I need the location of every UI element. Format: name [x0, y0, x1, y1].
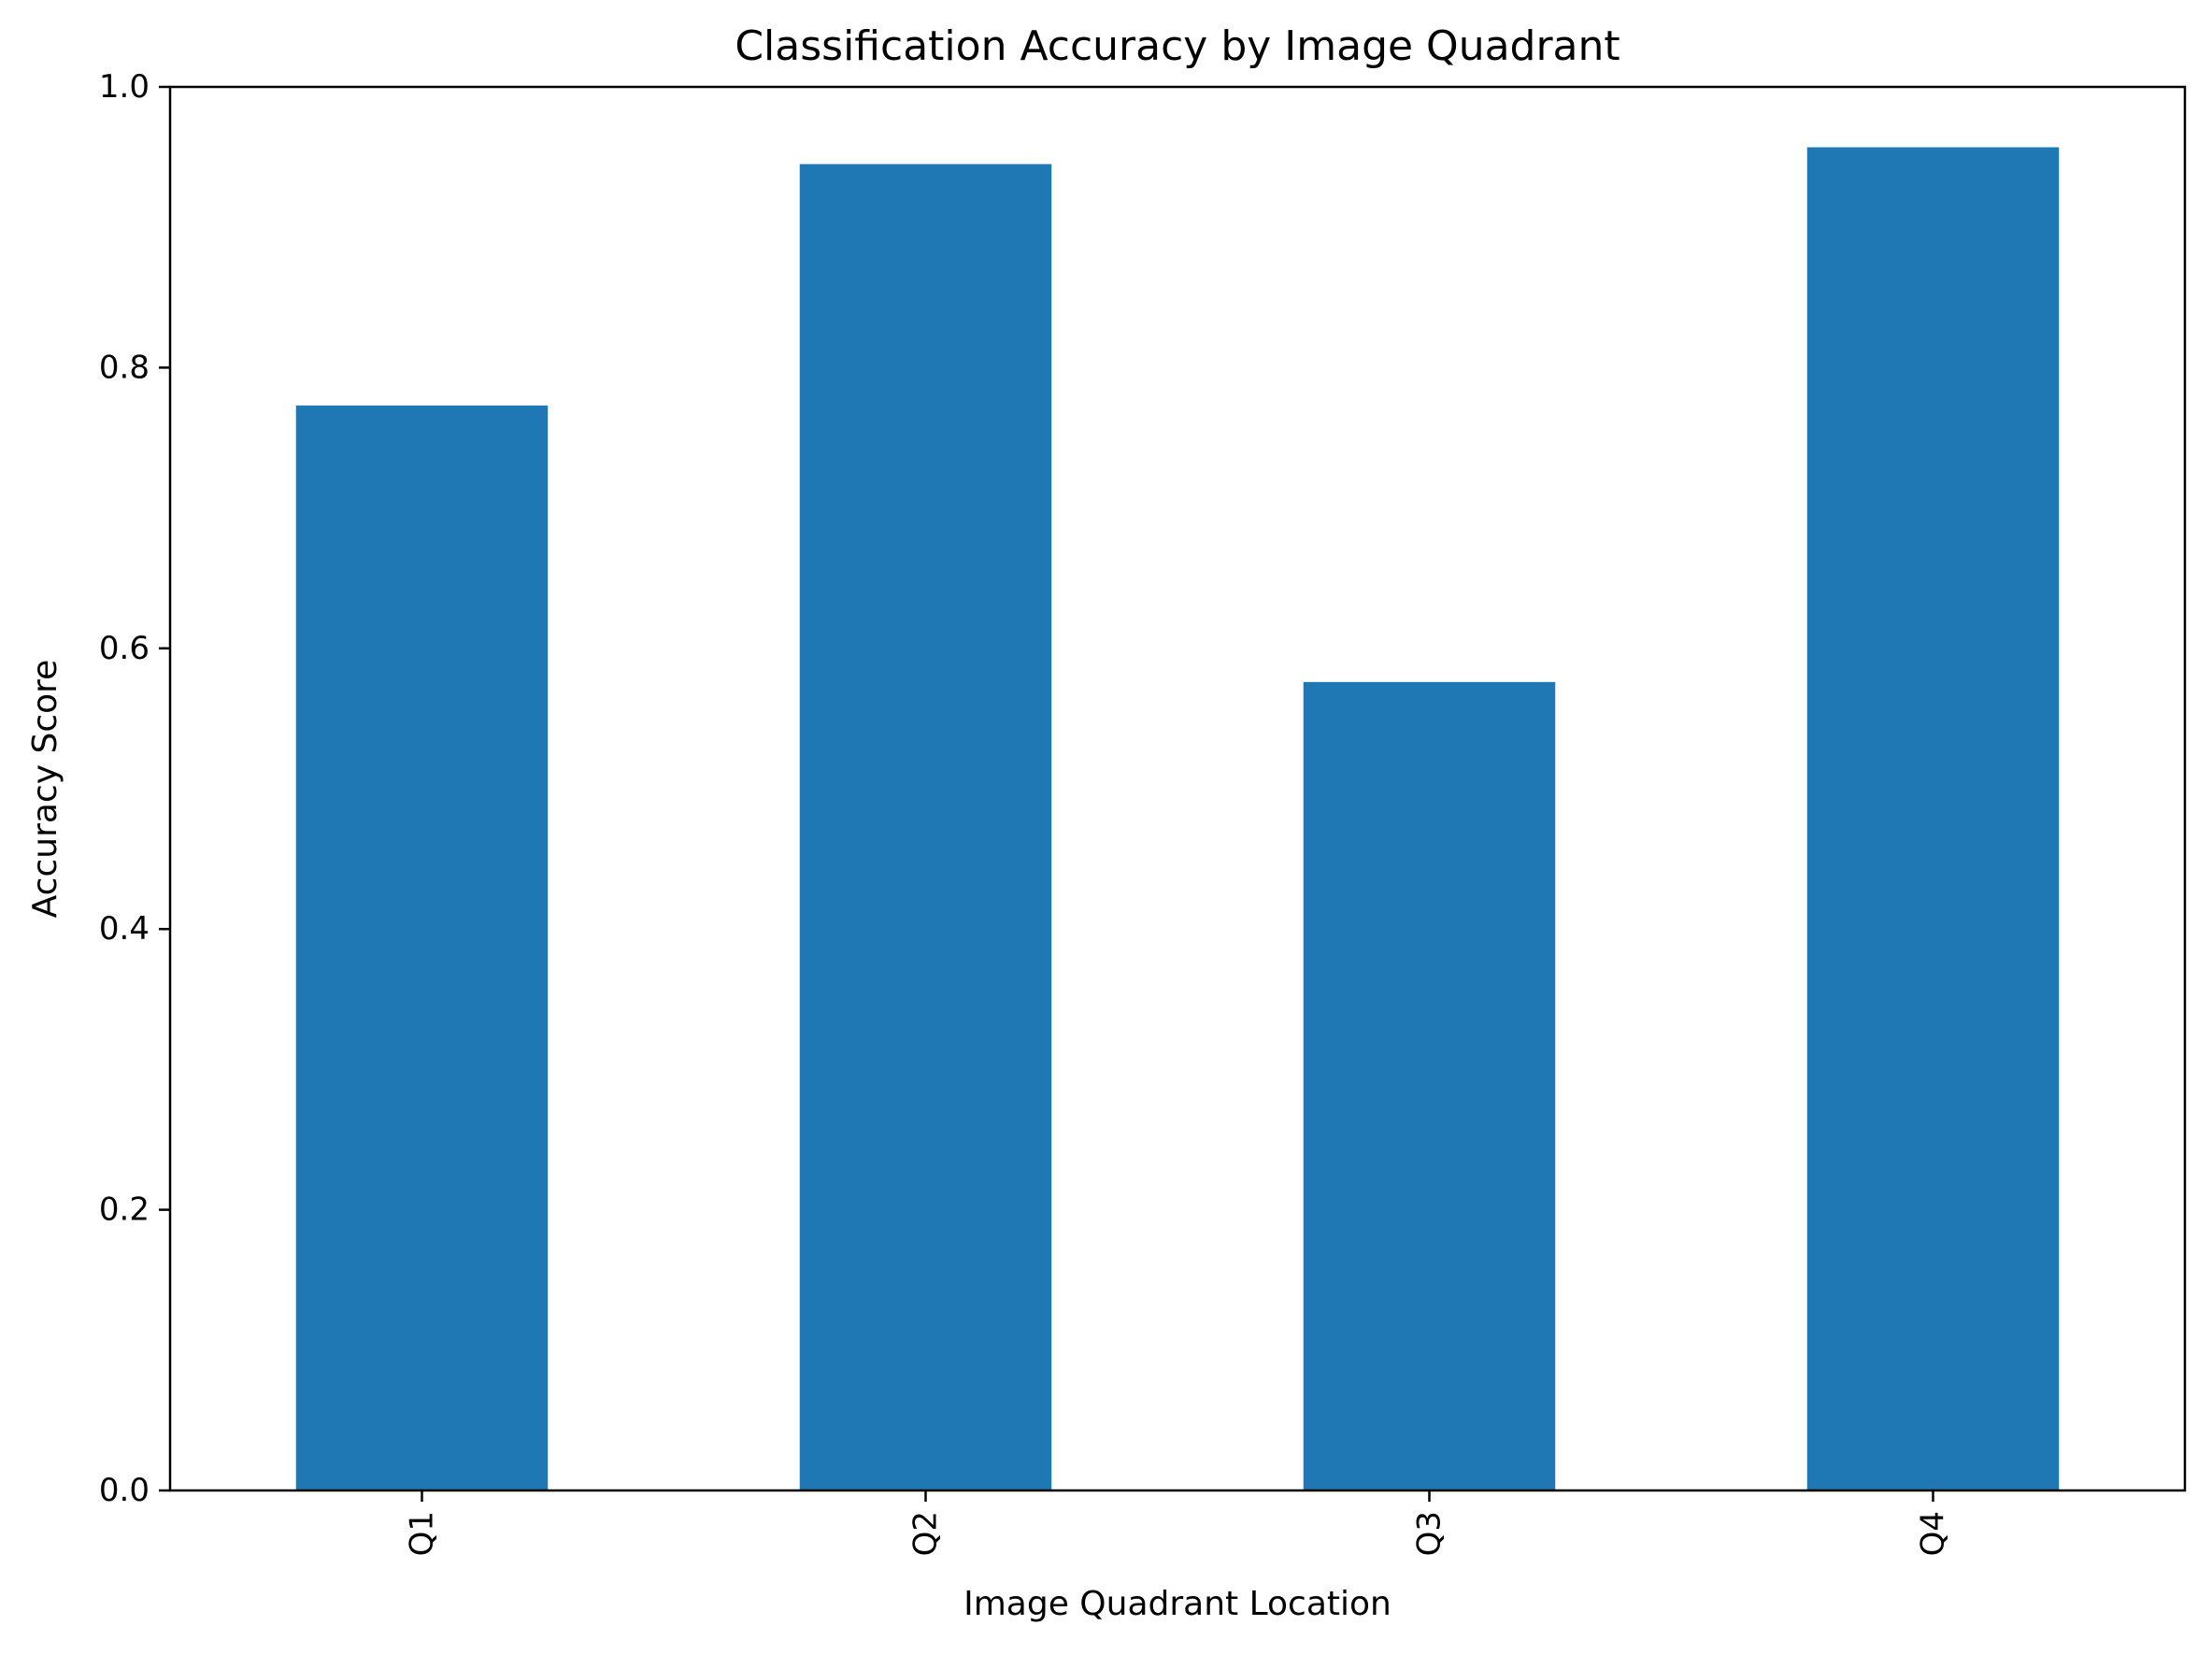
y-tick-label: 1.0: [99, 68, 150, 106]
y-tick-label: 0.0: [99, 1472, 150, 1509]
bar-group: [295, 147, 2060, 1491]
y-tick-label: 0.8: [99, 349, 150, 386]
chart-title: Classification Accuracy by Image Quadran…: [735, 22, 1620, 70]
y-axis: 0.0 0.2 0.4 0.6 0.8 1.0: [99, 68, 170, 1509]
x-tick-label: Q2: [907, 1511, 945, 1556]
y-tick-label: 0.4: [99, 910, 150, 948]
y-axis-label: Accuracy Score: [26, 660, 64, 919]
bar-q2: [799, 164, 1052, 1491]
y-tick-label: 0.6: [99, 630, 150, 667]
x-tick-label: Q3: [1411, 1511, 1449, 1556]
x-tick-label: Q1: [404, 1511, 441, 1556]
bar-q3: [1303, 681, 1556, 1490]
x-tick-label: Q4: [1915, 1511, 1952, 1556]
plot-frame: [168, 85, 2187, 1492]
x-axis-label: Image Quadrant Location: [963, 1585, 1391, 1623]
y-tick-label: 0.2: [99, 1191, 150, 1229]
x-axis: Q1 Q2 Q3 Q4: [404, 1490, 1952, 1556]
bar-q1: [295, 405, 549, 1491]
bar-q4: [1806, 147, 2060, 1491]
